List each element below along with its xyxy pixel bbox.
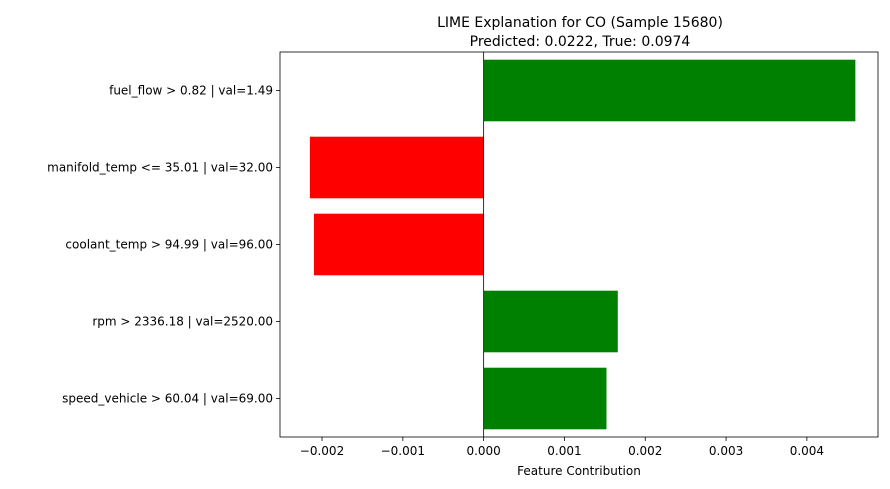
x-tick-label: 0.004 (790, 444, 824, 458)
bar (313, 213, 484, 276)
bar (483, 59, 856, 122)
x-tick-label: −0.002 (300, 444, 344, 458)
y-tick-label: coolant_temp > 94.99 | val=96.00 (65, 238, 273, 252)
x-tick-label: 0.002 (628, 444, 662, 458)
bars-group (309, 59, 856, 430)
x-tick-label: −0.001 (381, 444, 425, 458)
y-tick-label: rpm > 2336.18 | val=2520.00 (92, 315, 273, 329)
bar (309, 136, 484, 199)
y-axis: fuel_flow > 0.82 | val=1.49 manifold_temp… (47, 84, 280, 406)
y-tick-label: manifold_temp <= 35.01 | val=32.00 (47, 161, 273, 175)
chart-title: LIME Explanation for CO (Sample 15680) (437, 15, 723, 31)
x-tick-label: 0.001 (547, 444, 581, 458)
y-tick-label: fuel_flow > 0.82 | val=1.49 (109, 84, 273, 98)
bar (483, 290, 618, 353)
x-axis-label: Feature Contribution (517, 464, 641, 478)
y-tick-label: speed_vehicle > 60.04 | val=69.00 (62, 392, 273, 406)
x-tick-label: 0.000 (466, 444, 500, 458)
chart-subtitle: Predicted: 0.0222, True: 0.0974 (470, 34, 691, 50)
x-axis: −0.002 −0.001 0.000 0.001 0.002 0.003 0.004 (300, 437, 824, 458)
x-tick-label: 0.003 (709, 444, 743, 458)
bar (483, 367, 607, 430)
